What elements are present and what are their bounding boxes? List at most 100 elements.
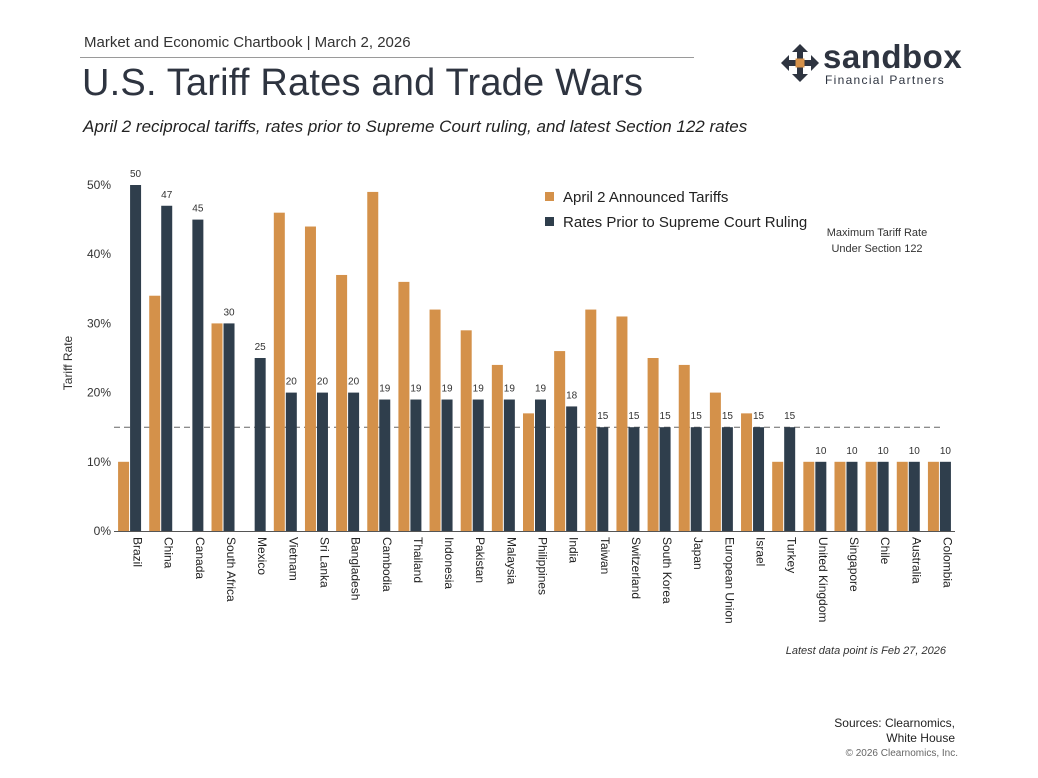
category-label: Turkey bbox=[785, 537, 799, 573]
bar-data-label: 20 bbox=[286, 377, 298, 388]
category-label: Chile bbox=[878, 537, 892, 565]
sources-line-1: Sources: Clearnomics, bbox=[834, 716, 955, 730]
announced-tariff-bar bbox=[336, 274, 348, 531]
announced-tariff-bar bbox=[273, 212, 285, 531]
bar-data-label: 20 bbox=[348, 377, 360, 388]
announced-tariff-bar bbox=[149, 295, 161, 531]
announced-tariff-bar bbox=[927, 461, 939, 531]
bar-data-label: 15 bbox=[628, 411, 640, 422]
category-label: Thailand bbox=[411, 537, 425, 583]
bar-data-label: 19 bbox=[535, 384, 547, 395]
compass-arrows-icon bbox=[781, 44, 819, 82]
bar-data-label: 15 bbox=[597, 411, 609, 422]
category-label: Malaysia bbox=[504, 537, 518, 585]
category-label: Brazil bbox=[131, 537, 145, 567]
bar-data-label: 25 bbox=[255, 342, 267, 353]
prior-rate-bar bbox=[441, 399, 453, 531]
category-label: Japan bbox=[691, 537, 705, 570]
category-label: Switzerland bbox=[629, 537, 643, 599]
prior-rate-bar bbox=[659, 427, 671, 531]
category-label: Taiwan bbox=[598, 537, 612, 574]
legend-label: April 2 Announced Tariffs bbox=[563, 189, 728, 206]
category-label: United Kingdom bbox=[816, 537, 830, 622]
prior-rate-bar bbox=[472, 399, 484, 531]
prior-rate-bar bbox=[348, 392, 360, 531]
announced-tariff-bar bbox=[741, 413, 753, 531]
announced-tariff-bar bbox=[491, 364, 503, 531]
legend-swatch bbox=[545, 192, 554, 201]
prior-rate-bar bbox=[846, 461, 858, 531]
y-axis-label: Tariff Rate bbox=[61, 335, 75, 390]
bar-data-label: 10 bbox=[846, 446, 858, 457]
bar-data-label: 19 bbox=[504, 384, 516, 395]
latest-data-note: Latest data point is Feb 27, 2026 bbox=[785, 645, 946, 657]
prior-rate-bar bbox=[316, 392, 328, 531]
prior-rate-bar bbox=[535, 399, 546, 531]
category-label: Philippines bbox=[536, 537, 550, 595]
bar-data-label: 19 bbox=[379, 384, 391, 395]
category-label: China bbox=[162, 537, 176, 569]
category-label: Bangladesh bbox=[349, 537, 363, 600]
announced-tariff-bar bbox=[523, 413, 534, 531]
announced-tariff-bar bbox=[211, 323, 223, 531]
category-label: Mexico bbox=[255, 537, 269, 575]
bar-data-label: 20 bbox=[317, 377, 329, 388]
category-label: Canada bbox=[193, 537, 207, 579]
reference-line-label: Under Section 122 bbox=[831, 243, 922, 255]
category-label: Vietnam bbox=[286, 537, 300, 581]
prior-rate-bar bbox=[939, 461, 951, 531]
sources-note: Sources: Clearnomics, White House bbox=[780, 716, 955, 746]
category-label: Singapore bbox=[847, 537, 861, 592]
category-label: India bbox=[567, 537, 581, 563]
prior-rate-bar bbox=[815, 461, 827, 531]
bar-data-label: 15 bbox=[722, 411, 734, 422]
category-label: Israel bbox=[754, 537, 768, 566]
copyright: © 2026 Clearnomics, Inc. bbox=[845, 748, 958, 759]
logo-tagline: Financial Partners bbox=[825, 73, 946, 87]
bar-data-label: 18 bbox=[566, 390, 578, 401]
announced-tariff-bar bbox=[429, 309, 441, 531]
legend-label: Rates Prior to Supreme Court Ruling bbox=[563, 214, 807, 231]
bar-data-label: 19 bbox=[410, 384, 422, 395]
bar-data-label: 10 bbox=[815, 446, 827, 457]
bar-data-label: 15 bbox=[660, 411, 672, 422]
announced-tariff-bar bbox=[678, 364, 690, 531]
prior-rate-bar bbox=[379, 399, 391, 531]
bar-data-label: 10 bbox=[878, 446, 890, 457]
category-label: Pakistan bbox=[473, 537, 487, 583]
prior-rate-bar bbox=[597, 427, 609, 531]
prior-rate-bar bbox=[566, 406, 578, 531]
bar-data-label: 10 bbox=[940, 446, 952, 457]
announced-tariff-bar bbox=[865, 461, 877, 531]
prior-rate-bar bbox=[721, 427, 733, 531]
page-title: U.S. Tariff Rates and Trade Wars bbox=[82, 62, 644, 104]
bar-data-label: 19 bbox=[473, 384, 485, 395]
announced-tariff-bar bbox=[772, 461, 784, 531]
announced-tariff-bar bbox=[398, 281, 410, 531]
y-tick-label: 50% bbox=[87, 178, 111, 192]
announced-tariff-bar bbox=[460, 330, 472, 531]
prior-rate-bar bbox=[254, 358, 266, 531]
bar-data-label: 30 bbox=[223, 307, 235, 318]
category-label: Australia bbox=[909, 537, 923, 584]
bar-data-label: 50 bbox=[130, 169, 142, 180]
logo-wordmark: sandbox bbox=[823, 38, 963, 75]
bar-data-label: 15 bbox=[691, 411, 703, 422]
announced-tariff-bar bbox=[803, 461, 815, 531]
announced-tariff-bar bbox=[647, 358, 659, 531]
prior-rate-bar bbox=[161, 205, 173, 531]
category-label: South Korea bbox=[660, 537, 674, 604]
prior-rate-bar bbox=[908, 461, 920, 531]
prior-rate-bar bbox=[690, 427, 702, 531]
category-label: Cambodia bbox=[380, 537, 394, 592]
category-label: European Union bbox=[722, 537, 736, 624]
tariff-bar-chart: 0% 10% 20% 30% 40% 50% Tariff Rate Maximum Tari… bbox=[61, 169, 955, 624]
prior-rate-bar bbox=[784, 427, 796, 531]
category-label: Sri Lanka bbox=[317, 537, 331, 588]
y-tick-label: 0% bbox=[94, 524, 112, 538]
y-tick-label: 30% bbox=[87, 316, 111, 330]
bar-data-label: 47 bbox=[161, 190, 173, 201]
header-divider bbox=[80, 57, 694, 58]
y-tick-label: 10% bbox=[87, 455, 111, 469]
announced-tariff-bar bbox=[367, 191, 379, 532]
